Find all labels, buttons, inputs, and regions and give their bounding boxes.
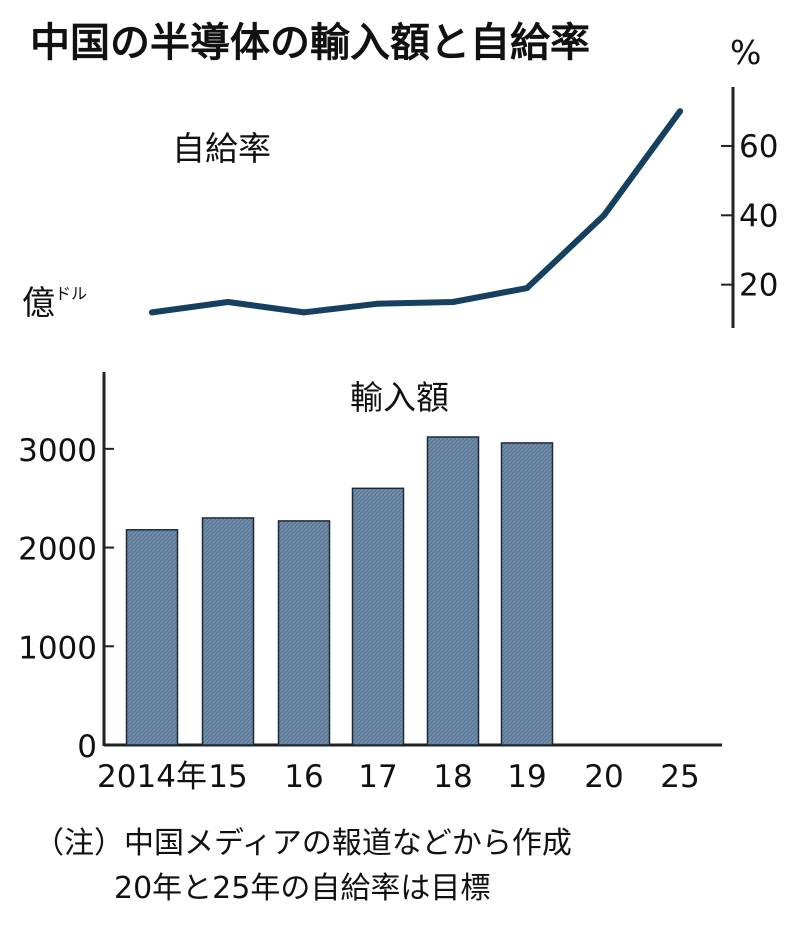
note-line-2: 20年と25年の自給率は目標 (114, 871, 490, 906)
bar-16 (277, 520, 331, 746)
bar-y-tick-label: 2000 (18, 532, 97, 568)
line-point-15 (225, 298, 231, 305)
chart-title: 中国の半導体の輸入額と自給率 (30, 20, 590, 66)
x-tick-label: 19 (507, 759, 546, 795)
self-sufficiency-line (149, 108, 683, 316)
line-point-16 (301, 309, 307, 316)
yen-unit-label: 億ドル (22, 283, 87, 322)
line-series-label: 自給率 (172, 129, 271, 168)
note-line-1: （注）中国メディアの報道などから作成 (34, 826, 572, 861)
x-tick-label: 17 (358, 759, 397, 795)
line-point-19 (524, 285, 530, 292)
import-value-panel: 輸入額 億ドル 0 1000 2000 3000 2014年 15 16 17 18 19 20 2… (18, 283, 722, 795)
yen-unit-sup: ドル (55, 284, 87, 303)
self-sufficiency-panel: 自給率 20 40 60 (149, 87, 778, 328)
line-y-tick-label: 60 (739, 129, 778, 165)
line-point-25 (677, 108, 683, 115)
line-point-18 (450, 298, 456, 305)
bar-y-tick-label: 1000 (18, 630, 97, 666)
x-tick-label: 18 (433, 759, 472, 795)
x-tick-label: 15 (208, 759, 247, 795)
line-point-17 (375, 300, 381, 307)
line-point-20 (601, 212, 607, 219)
bar-2014年 (125, 529, 179, 746)
bar-18 (426, 436, 480, 746)
yen-unit-main: 億 (22, 283, 55, 322)
line-point-2014 (149, 309, 155, 316)
bar-series-label: 輸入額 (350, 378, 449, 417)
x-tick-label: 2014年 (97, 759, 207, 795)
line-y-tick-label: 40 (739, 198, 778, 234)
bar-y-tick-label: 0 (77, 729, 97, 765)
bar-17 (351, 487, 405, 746)
bar-19 (500, 442, 554, 746)
bar-y-tick-label: 3000 (18, 433, 97, 469)
bar-15 (201, 517, 255, 746)
x-tick-label: 16 (284, 759, 323, 795)
line-y-tick-label: 20 (739, 268, 778, 304)
x-tick-label: 20 (584, 759, 623, 795)
percent-unit-label: % (730, 33, 761, 72)
x-tick-label: 25 (660, 759, 699, 795)
